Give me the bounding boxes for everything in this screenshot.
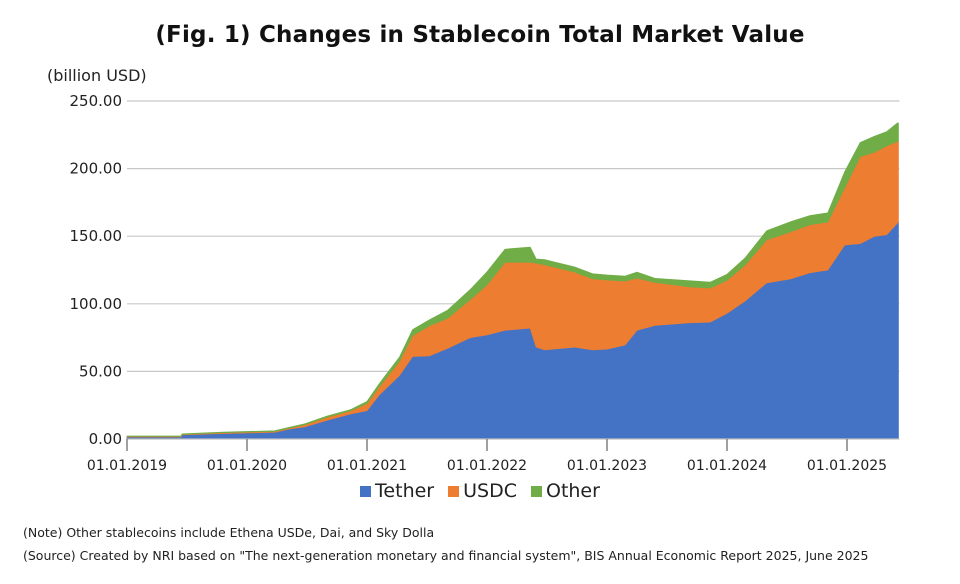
y-tick-label: 0.00 [89, 430, 122, 448]
legend-swatch [448, 485, 460, 497]
legend: Tether USDC Other [0, 480, 960, 502]
legend-label: Other [545, 480, 600, 502]
x-tick-label: 01.01.2019 [87, 458, 167, 474]
area-series [126, 122, 899, 440]
x-tick-label: 01.01.2025 [807, 458, 887, 474]
y-tick-label: 100.00 [70, 295, 123, 313]
area-other [126, 122, 899, 437]
legend-item-other: Other [530, 480, 600, 502]
x-tick-label: 01.01.2022 [447, 458, 527, 474]
legend-swatch [360, 485, 372, 497]
legend-item-usdc: USDC [448, 480, 517, 502]
x-tick-label: 01.01.2020 [207, 458, 287, 474]
y-tick-label: 250.00 [70, 92, 123, 110]
axes: 0.00 50.00 100.00 150.00 200.00 250.00 01.01.2… [70, 92, 900, 474]
legend-label: USDC [463, 480, 517, 502]
y-axis-unit-label: (billion USD) [47, 66, 147, 85]
y-tick-label: 50.00 [79, 362, 122, 380]
x-tick-label: 01.01.2021 [327, 458, 407, 474]
x-tick-label: 01.01.2023 [567, 458, 647, 474]
x-tick-label: 01.01.2024 [687, 458, 767, 474]
note-text: (Note) Other stablecoins include Ethena … [23, 525, 435, 540]
legend-label: Tether [375, 480, 435, 502]
y-tick-label: 200.00 [70, 160, 123, 178]
legend-swatch [530, 485, 542, 497]
source-text: (Source) Created by NRI based on "The ne… [23, 548, 869, 563]
y-tick-label: 150.00 [70, 227, 123, 245]
chart-title: (Fig. 1) Changes in Stablecoin Total Mar… [155, 22, 805, 48]
legend-item-tether: Tether [360, 480, 434, 502]
